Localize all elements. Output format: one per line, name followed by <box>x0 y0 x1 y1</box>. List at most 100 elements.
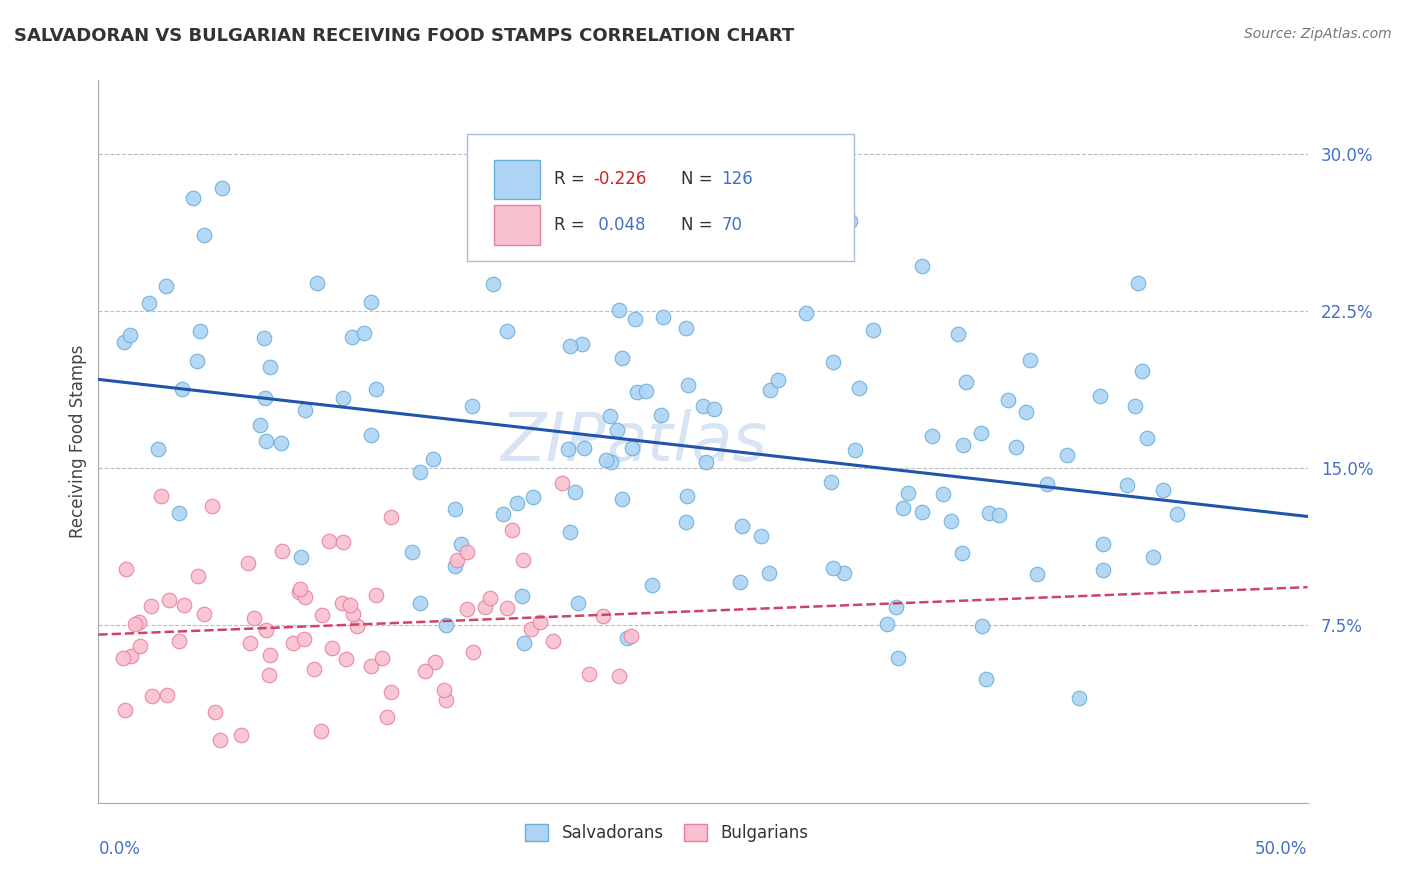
Point <box>425 655 447 669</box>
Point <box>115 562 138 576</box>
Point <box>254 434 277 449</box>
Point <box>1018 353 1040 368</box>
Point <box>481 277 503 291</box>
Point <box>239 636 262 650</box>
Point <box>766 372 789 386</box>
Point <box>401 545 423 559</box>
Legend: Salvadorans, Bulgarians: Salvadorans, Bulgarians <box>519 817 815 848</box>
Point <box>558 338 581 352</box>
Point <box>921 429 943 443</box>
Point <box>626 384 648 399</box>
Point <box>380 509 402 524</box>
Point <box>335 651 357 665</box>
Point <box>759 384 782 398</box>
Point <box>891 501 914 516</box>
Point <box>360 294 382 309</box>
Point <box>342 607 364 621</box>
Point <box>150 489 173 503</box>
Point <box>409 465 432 479</box>
Point <box>564 485 586 500</box>
Point <box>910 260 932 274</box>
Point <box>155 279 177 293</box>
Point <box>409 596 432 610</box>
Point <box>201 499 224 513</box>
Point <box>193 607 215 621</box>
Point <box>1130 364 1153 378</box>
Point <box>342 330 364 344</box>
Point <box>610 491 633 506</box>
Point <box>624 312 647 326</box>
Text: N =: N = <box>682 170 718 188</box>
Point <box>169 633 191 648</box>
Point <box>259 360 281 375</box>
Point <box>832 566 855 580</box>
Point <box>728 575 751 590</box>
Point <box>522 490 544 504</box>
Point <box>1004 440 1026 454</box>
Point <box>496 324 519 338</box>
Point <box>433 682 456 697</box>
Text: 0.0%: 0.0% <box>98 840 141 858</box>
Text: ZIP: ZIP <box>501 409 606 475</box>
Point <box>703 401 725 416</box>
Point <box>506 496 529 510</box>
Text: 50.0%: 50.0% <box>1256 840 1308 858</box>
Text: SALVADORAN VS BULGARIAN RECEIVING FOOD STAMPS CORRELATION CHART: SALVADORAN VS BULGARIAN RECEIVING FOOD S… <box>14 27 794 45</box>
Text: -0.226: -0.226 <box>593 170 647 188</box>
Point <box>346 619 368 633</box>
Point <box>1026 567 1049 582</box>
Point <box>128 615 150 629</box>
Point <box>695 454 717 468</box>
FancyBboxPatch shape <box>494 160 540 200</box>
Point <box>1088 389 1111 403</box>
Point <box>821 355 844 369</box>
Point <box>844 443 866 458</box>
Point <box>434 617 457 632</box>
Point <box>129 639 152 653</box>
Point <box>364 382 387 396</box>
Point <box>572 441 595 455</box>
Point <box>884 600 907 615</box>
Point <box>360 428 382 442</box>
Point <box>862 323 884 337</box>
Point <box>513 635 536 649</box>
Point <box>446 553 468 567</box>
Text: atlas: atlas <box>606 409 768 475</box>
Point <box>551 476 574 491</box>
Point <box>620 441 643 455</box>
Point <box>290 550 312 565</box>
Text: 126: 126 <box>721 170 752 188</box>
Point <box>595 452 617 467</box>
Point <box>375 710 398 724</box>
Point <box>1056 448 1078 462</box>
Point <box>120 648 142 663</box>
Point <box>1091 537 1114 551</box>
Point <box>529 615 551 629</box>
Point <box>330 596 353 610</box>
Point <box>209 733 232 747</box>
Point <box>186 568 208 582</box>
Point <box>114 704 136 718</box>
Text: R =: R = <box>554 170 591 188</box>
Point <box>820 475 842 490</box>
Point <box>496 600 519 615</box>
Point <box>616 631 638 645</box>
Point <box>302 661 325 675</box>
Point <box>751 529 773 543</box>
Point <box>997 392 1019 407</box>
Point <box>318 533 340 548</box>
Point <box>1035 477 1057 491</box>
Point <box>610 351 633 365</box>
Point <box>1126 276 1149 290</box>
Point <box>1015 405 1038 419</box>
Point <box>124 616 146 631</box>
Point <box>650 408 672 422</box>
FancyBboxPatch shape <box>467 135 855 260</box>
Point <box>311 607 333 622</box>
Point <box>1069 691 1091 706</box>
Point <box>422 452 444 467</box>
Text: 0.048: 0.048 <box>593 216 645 234</box>
Point <box>541 634 564 648</box>
Point <box>876 616 898 631</box>
Point <box>651 310 673 325</box>
